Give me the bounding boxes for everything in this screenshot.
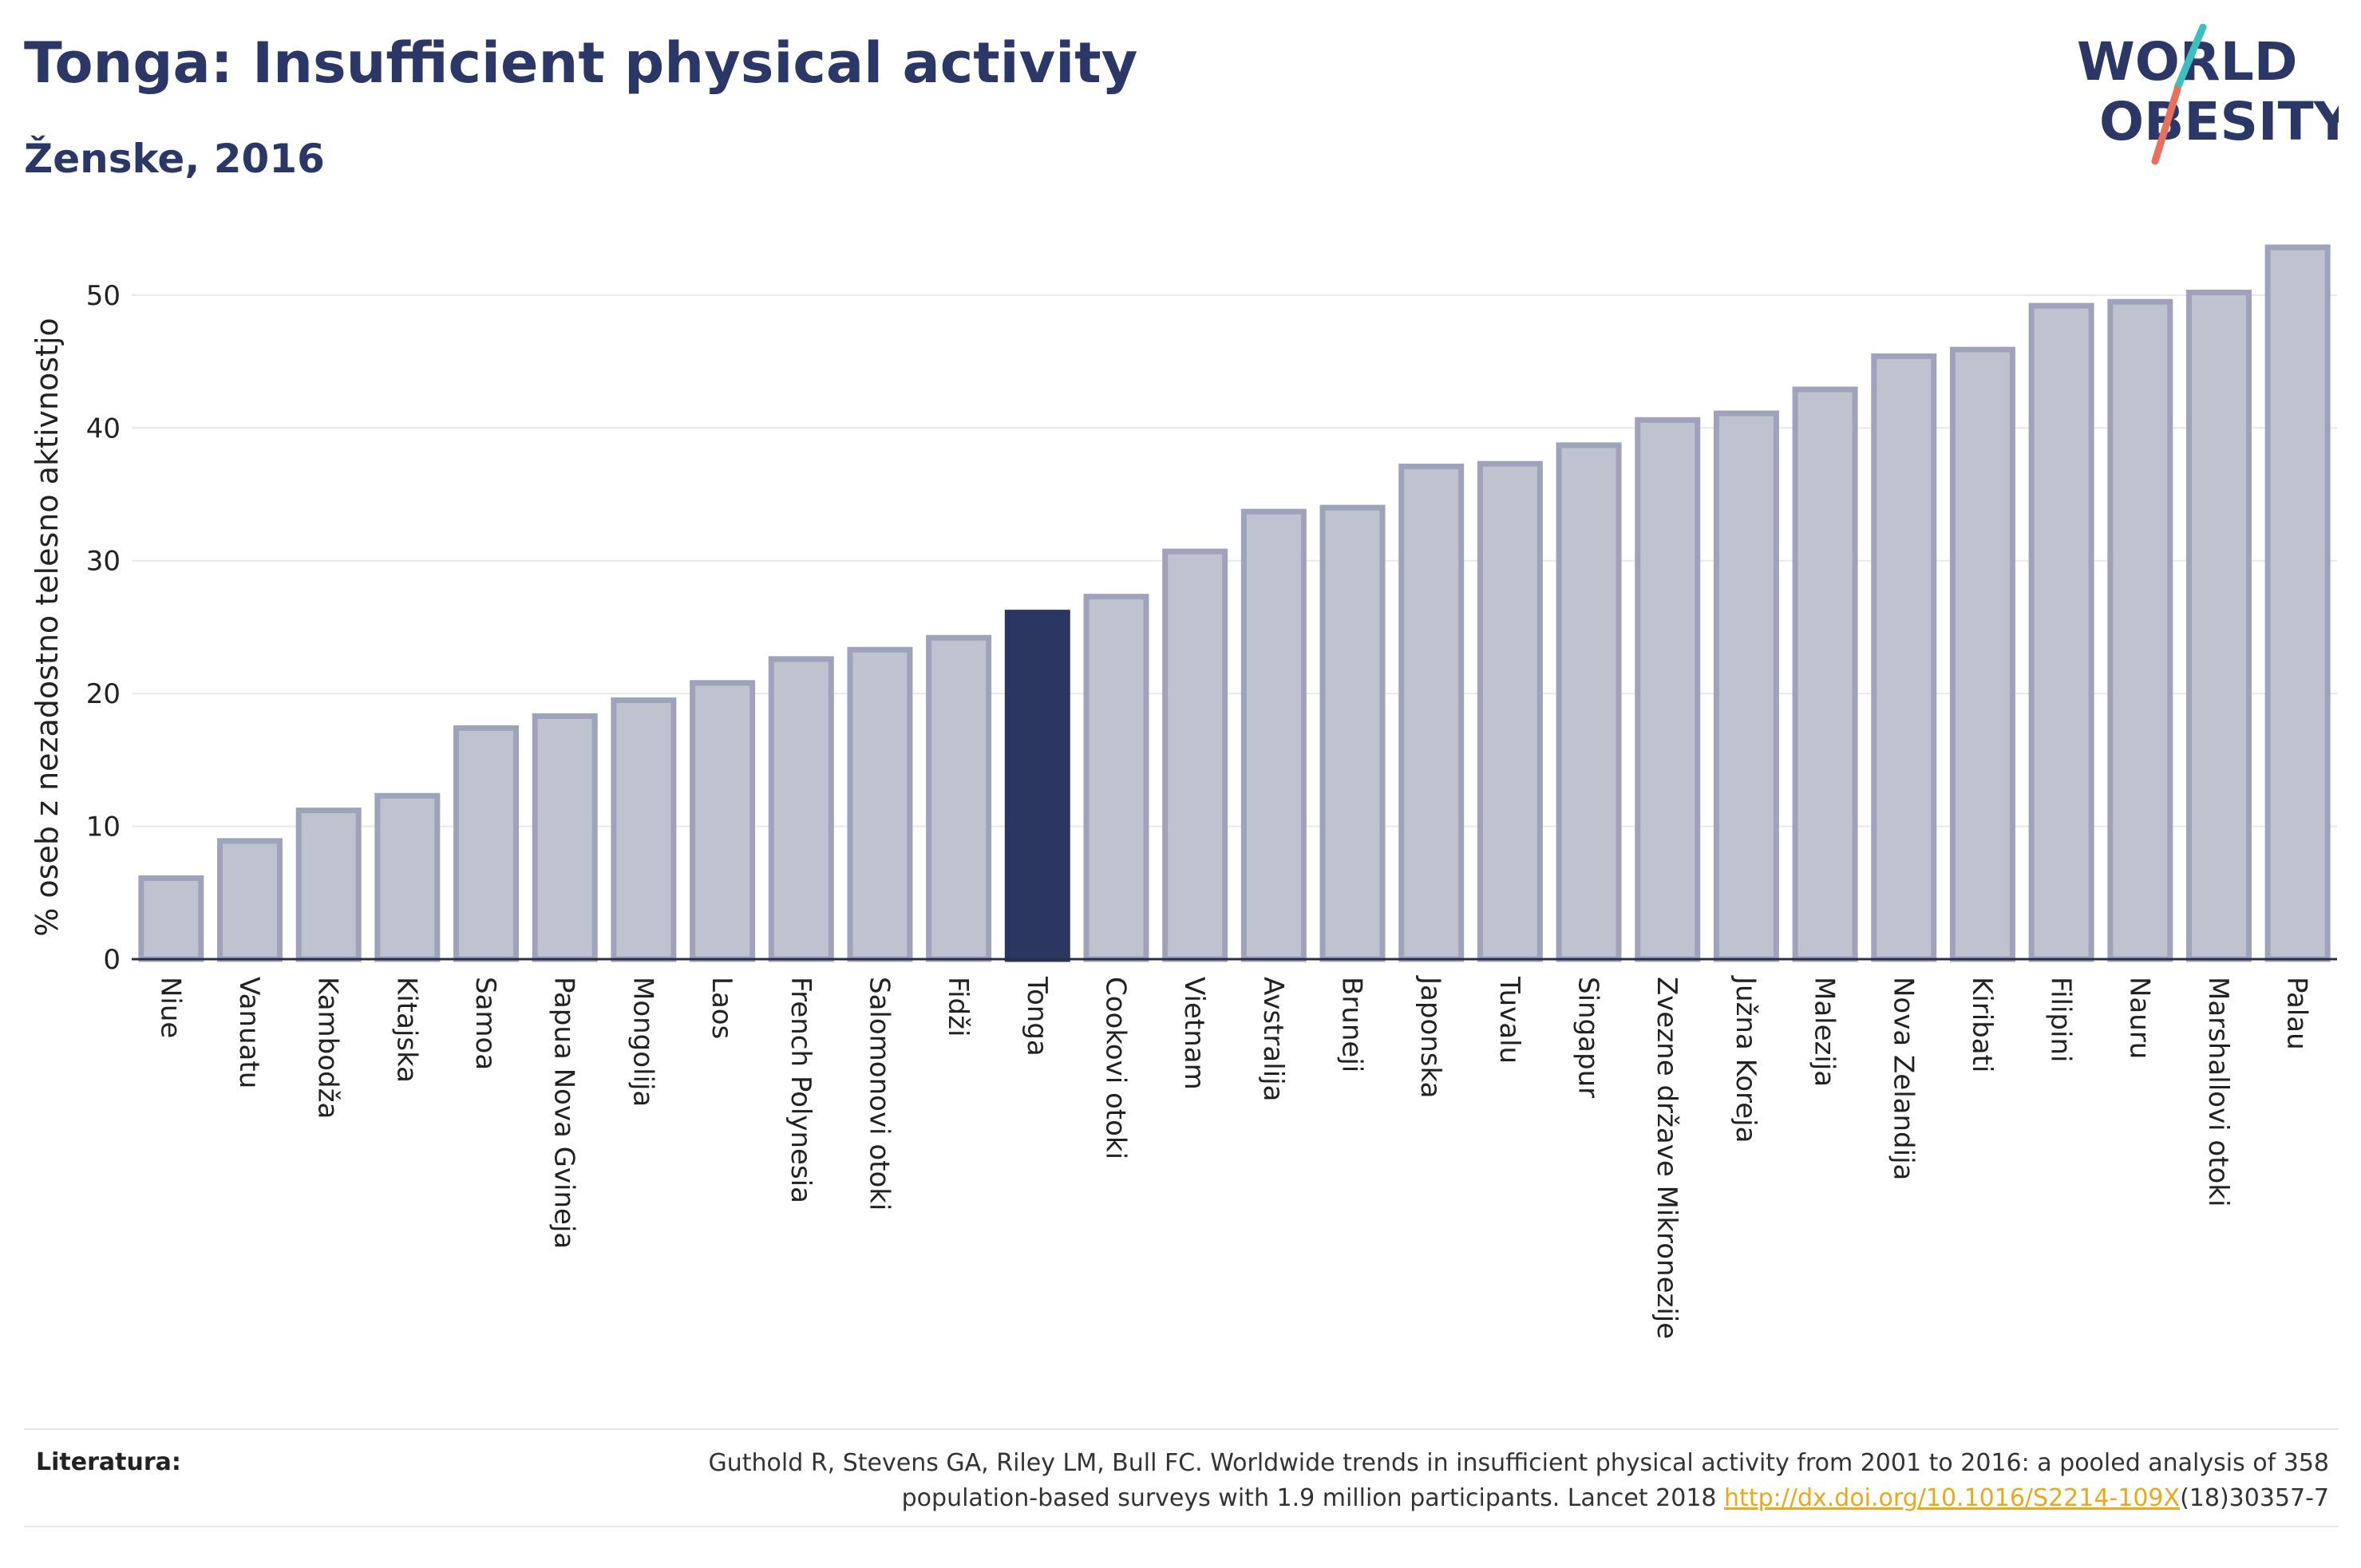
x-tick-label: Vietnam xyxy=(1178,977,1210,1090)
y-tick-label: 30 xyxy=(86,546,121,578)
bar xyxy=(768,656,834,962)
references-label: Literatura: xyxy=(36,1448,181,1476)
bar xyxy=(1556,442,1622,962)
logo-text-obesity: OBESITY xyxy=(2099,91,2339,152)
footer-divider-bottom xyxy=(24,1526,2339,1527)
x-tick-label: Avstralija xyxy=(1257,977,1289,1101)
bar xyxy=(1319,504,1386,962)
x-tick-label: Nova Zelandija xyxy=(1887,977,1919,1180)
bar xyxy=(453,725,520,962)
bar xyxy=(374,792,441,962)
bar xyxy=(1713,410,1779,962)
x-tick-label: Cookovi otoki xyxy=(1099,977,1131,1159)
bar xyxy=(1083,594,1149,962)
x-tick-label: Vanuatu xyxy=(233,977,265,1088)
logo-slash-coral xyxy=(2151,85,2181,165)
x-tick-label: Fidži xyxy=(942,977,974,1037)
x-tick-label: Zvezne države Mikronezije xyxy=(1651,977,1683,1339)
bar xyxy=(532,713,598,962)
bar xyxy=(2028,302,2094,962)
x-tick-label: Kambodža xyxy=(312,977,344,1119)
x-tick-label: Nauru xyxy=(2123,977,2155,1059)
bar xyxy=(1162,548,1228,962)
x-tick-label: Filipini xyxy=(2045,977,2077,1062)
footer-divider-top xyxy=(24,1428,2339,1430)
reference-line-2-end: (18)30357-7 xyxy=(2180,1484,2329,1512)
references-text: Guthold R, Stevens GA, Riley LM, Bull FC… xyxy=(493,1446,2329,1516)
bar xyxy=(295,808,362,962)
bar xyxy=(138,875,204,962)
x-tick-label: Singapur xyxy=(1572,977,1604,1098)
reference-line-1: Guthold R, Stevens GA, Riley LM, Bull FC… xyxy=(708,1449,2329,1477)
x-tick-label: Mongolija xyxy=(627,977,658,1107)
bar xyxy=(926,634,992,962)
logo-slash-teal xyxy=(2173,24,2207,92)
bar xyxy=(1871,353,1937,962)
reference-doi-link[interactable]: http://dx.doi.org/10.1016/S2214-109X xyxy=(1724,1484,2181,1512)
bar xyxy=(1240,508,1307,962)
bar xyxy=(2107,298,2173,962)
bar xyxy=(1477,460,1543,962)
bar xyxy=(611,697,677,962)
chart-title: Tonga: Insufficient physical activity xyxy=(24,30,1138,96)
reference-line-2: population-based surveys with 1.9 millio… xyxy=(901,1484,1725,1512)
x-tick-label: Samoa xyxy=(469,977,501,1070)
x-tick-label: Tonga xyxy=(1021,976,1053,1057)
x-tick-label: Južna Koreja xyxy=(1730,975,1762,1143)
y-tick-label: 40 xyxy=(86,413,121,444)
bar xyxy=(1792,386,1858,962)
x-tick-label: French Polynesia xyxy=(785,977,817,1203)
bar xyxy=(1635,417,1701,962)
world-obesity-logo: WORLD OBESITY xyxy=(2077,24,2339,165)
y-tick-label: 0 xyxy=(103,944,121,976)
chart-subtitle: Ženske, 2016 xyxy=(24,136,325,182)
bar xyxy=(847,646,913,962)
x-tick-label: Marshallovi otoki xyxy=(2202,977,2234,1207)
bar-chart: 0 10 20 30 40 50 % oseb z nezadostno telesno a… xyxy=(30,244,2337,1339)
x-tick-label: Tuvalu xyxy=(1493,976,1525,1064)
x-tick-label: Papua Nova Gvineja xyxy=(548,977,580,1249)
x-tick-label: Niue xyxy=(154,977,186,1038)
bar xyxy=(2185,290,2252,962)
bar xyxy=(1004,610,1070,962)
x-tick-label: Laos xyxy=(706,977,738,1039)
y-tick-label: 10 xyxy=(86,812,121,843)
x-tick-label: Salomonovi otoki xyxy=(863,977,895,1211)
x-tick-label: Palau xyxy=(2281,977,2313,1050)
x-tick-label: Kiribati xyxy=(1966,977,1998,1072)
bar xyxy=(690,680,756,962)
y-tick-label: 50 xyxy=(86,280,121,312)
bar xyxy=(1949,346,2015,962)
x-tick-label: Kitajska xyxy=(390,977,422,1083)
bar xyxy=(217,838,283,962)
x-tick-label: Bruneji xyxy=(1336,977,1368,1072)
x-tick-label: Malezija xyxy=(1809,977,1841,1087)
x-tick-label: Japonska xyxy=(1414,975,1446,1098)
y-axis-label: % oseb z nezadostno telesno aktivnostjo xyxy=(30,318,65,937)
y-tick-label: 20 xyxy=(86,678,121,710)
bar xyxy=(1398,464,1465,962)
bar xyxy=(2264,244,2331,962)
